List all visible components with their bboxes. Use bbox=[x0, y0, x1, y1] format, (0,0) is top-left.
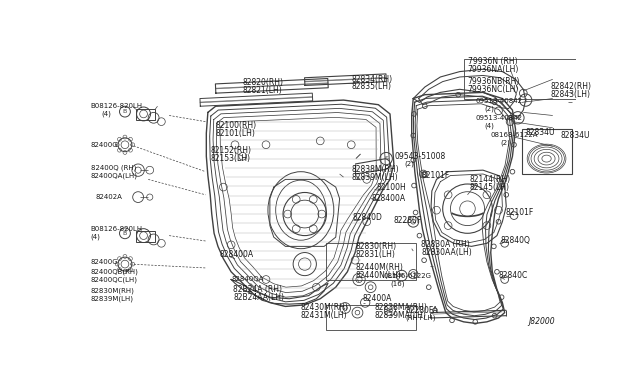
Text: 82840C: 82840C bbox=[499, 271, 528, 280]
Text: 82400QC(LH): 82400QC(LH) bbox=[91, 276, 138, 283]
Text: 82400G: 82400G bbox=[91, 142, 118, 148]
Text: 09543-51008: 09543-51008 bbox=[395, 152, 446, 161]
Text: 82101(LH): 82101(LH) bbox=[216, 129, 255, 138]
Text: B: B bbox=[123, 109, 127, 114]
Text: 82400G: 82400G bbox=[91, 259, 118, 265]
Text: 82821(LH): 82821(LH) bbox=[243, 86, 282, 94]
Bar bbox=[421, 172, 426, 176]
Text: 82831(LH): 82831(LH) bbox=[355, 250, 395, 259]
Bar bbox=[465, 58, 577, 99]
Text: 82440N(LH): 82440N(LH) bbox=[355, 271, 401, 280]
Text: (2): (2) bbox=[404, 161, 414, 167]
Bar bbox=[136, 109, 155, 120]
Text: 82101F: 82101F bbox=[421, 171, 449, 180]
Text: 82830A (RH): 82830A (RH) bbox=[421, 240, 470, 249]
Text: 82842(RH): 82842(RH) bbox=[550, 83, 591, 92]
Text: 82838MA(RH): 82838MA(RH) bbox=[374, 304, 428, 312]
Text: 82400QB(RH): 82400QB(RH) bbox=[91, 269, 139, 275]
Text: (4): (4) bbox=[102, 111, 111, 117]
Text: B08126-820LH: B08126-820LH bbox=[91, 103, 143, 109]
Text: 82830(RH): 82830(RH) bbox=[355, 242, 396, 251]
Text: (2): (2) bbox=[484, 105, 495, 112]
Text: 82838M(RH): 82838M(RH) bbox=[351, 165, 399, 174]
Text: 79936NB(RH): 79936NB(RH) bbox=[467, 77, 520, 86]
Text: 82840Q: 82840Q bbox=[500, 237, 530, 246]
Bar bbox=[326, 305, 415, 330]
Text: 82440M(RH): 82440M(RH) bbox=[355, 263, 403, 272]
Text: 82402A: 82402A bbox=[95, 194, 122, 200]
Text: 82144(RH): 82144(RH) bbox=[470, 175, 511, 184]
Text: 82B24A (RH): 82B24A (RH) bbox=[234, 285, 282, 294]
Text: 82B24AA(LH): 82B24AA(LH) bbox=[234, 293, 284, 302]
Text: 82152(RH): 82152(RH) bbox=[210, 147, 252, 155]
Text: 09513-40842: 09513-40842 bbox=[476, 115, 522, 121]
Text: B: B bbox=[123, 231, 127, 236]
Text: 82840D: 82840D bbox=[353, 214, 383, 222]
Text: 82834(RH): 82834(RH) bbox=[351, 75, 392, 84]
Text: J82000: J82000 bbox=[528, 317, 555, 326]
Text: (4): (4) bbox=[91, 234, 100, 240]
Text: 82430M(RH): 82430M(RH) bbox=[301, 304, 349, 312]
Text: 82839M(LH): 82839M(LH) bbox=[91, 295, 134, 302]
Text: (2): (2) bbox=[500, 139, 510, 146]
Text: 08168-6122A: 08168-6122A bbox=[491, 132, 538, 138]
Text: 82840QA: 82840QA bbox=[231, 276, 264, 282]
Text: 09513-40842: 09513-40842 bbox=[476, 98, 522, 104]
Bar bbox=[522, 129, 572, 174]
Text: 82834U: 82834U bbox=[561, 131, 590, 140]
Text: 82835(LH): 82835(LH) bbox=[351, 83, 391, 92]
Text: 828400A: 828400A bbox=[371, 194, 406, 203]
Text: S: S bbox=[384, 156, 388, 161]
Text: 82834U: 82834U bbox=[525, 128, 555, 137]
Text: 1: 1 bbox=[524, 97, 527, 103]
Text: 82839MA(LH): 82839MA(LH) bbox=[374, 311, 426, 320]
Text: B08126-820LH: B08126-820LH bbox=[91, 227, 143, 232]
Text: 82830M(RH): 82830M(RH) bbox=[91, 288, 135, 294]
Text: (16): (16) bbox=[390, 280, 404, 286]
Text: (RH+LH): (RH+LH) bbox=[406, 315, 436, 321]
Text: B: B bbox=[400, 273, 403, 278]
Text: 82101F: 82101F bbox=[506, 208, 534, 217]
Text: 79936NC(LH): 79936NC(LH) bbox=[467, 85, 519, 94]
Text: 82400QA(LH): 82400QA(LH) bbox=[91, 172, 138, 179]
Text: 82145(LH): 82145(LH) bbox=[470, 183, 510, 192]
Text: 82400Q (RH): 82400Q (RH) bbox=[91, 164, 136, 171]
Text: (4): (4) bbox=[484, 122, 495, 129]
Text: 82839M(LH): 82839M(LH) bbox=[351, 173, 398, 182]
Text: 82280F: 82280F bbox=[394, 216, 422, 225]
Text: 82153(LH): 82153(LH) bbox=[210, 154, 250, 163]
Text: 82830AA(LH): 82830AA(LH) bbox=[421, 248, 472, 257]
Text: 82100H: 82100H bbox=[376, 183, 406, 192]
Bar bbox=[136, 231, 155, 242]
Text: 79936NA(LH): 79936NA(LH) bbox=[467, 65, 519, 74]
Text: 82100(RH): 82100(RH) bbox=[216, 121, 257, 130]
Text: 08146-6122G: 08146-6122G bbox=[384, 273, 432, 279]
Text: 82431M(LH): 82431M(LH) bbox=[301, 311, 348, 320]
Text: 828400A: 828400A bbox=[220, 250, 253, 259]
Text: 82843(LH): 82843(LH) bbox=[550, 90, 591, 99]
Text: 5: 5 bbox=[516, 115, 520, 120]
Text: 82280FA: 82280FA bbox=[406, 306, 438, 315]
Text: 82820(RH): 82820(RH) bbox=[243, 78, 284, 87]
Bar bbox=[326, 243, 415, 280]
Text: 79936N (RH): 79936N (RH) bbox=[467, 57, 517, 66]
Text: 82400A: 82400A bbox=[363, 294, 392, 303]
